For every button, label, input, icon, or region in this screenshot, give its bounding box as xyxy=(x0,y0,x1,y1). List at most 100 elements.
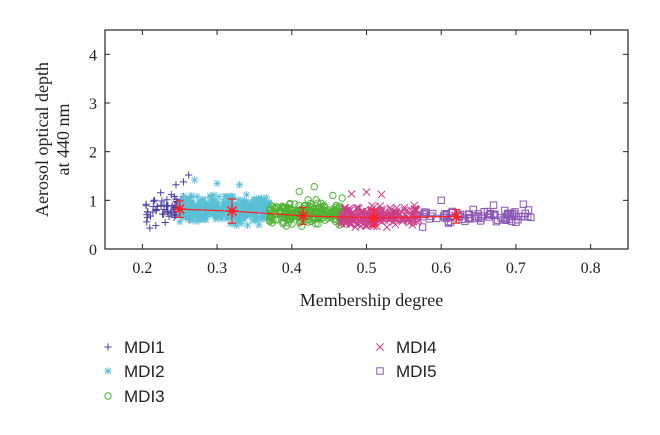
data-point xyxy=(255,221,263,229)
data-point xyxy=(250,202,258,210)
data-point xyxy=(284,218,293,227)
data-point xyxy=(276,206,284,215)
data-point xyxy=(260,204,268,212)
legend-item-mdi5: MDI5 xyxy=(376,362,437,381)
x-tick-label: 0.8 xyxy=(581,260,601,277)
legend-marker xyxy=(104,392,112,400)
data-point xyxy=(243,221,252,229)
data-point xyxy=(143,218,151,226)
data-point xyxy=(386,204,395,212)
data-point xyxy=(290,210,299,218)
data-point xyxy=(486,210,495,218)
legend-item-mdi1: MDI1 xyxy=(104,338,165,357)
data-point xyxy=(471,212,479,220)
data-point xyxy=(489,201,498,209)
data-point xyxy=(176,199,184,207)
data-point xyxy=(240,207,248,215)
data-point xyxy=(427,212,435,220)
data-point xyxy=(196,198,204,206)
data-point xyxy=(466,214,474,222)
data-point xyxy=(220,202,228,210)
data-point xyxy=(210,191,218,199)
data-point xyxy=(312,195,320,204)
data-point xyxy=(362,188,371,197)
data-point xyxy=(304,196,312,204)
series-mdi2 xyxy=(176,176,273,230)
data-point xyxy=(245,201,253,210)
data-point xyxy=(249,206,257,214)
y-tick-label: 4 xyxy=(89,47,97,64)
data-point xyxy=(198,202,206,210)
data-point xyxy=(201,213,209,221)
legend-label: MDI2 xyxy=(124,362,165,381)
y-tick-label: 2 xyxy=(89,145,97,162)
data-point xyxy=(514,216,522,224)
data-point xyxy=(314,199,322,207)
data-point xyxy=(512,218,520,226)
data-point xyxy=(378,205,387,214)
data-point xyxy=(420,208,429,216)
data-point xyxy=(163,196,171,204)
data-point xyxy=(160,201,168,210)
data-point xyxy=(237,215,245,223)
data-point xyxy=(425,215,433,223)
data-point xyxy=(295,187,303,196)
data-point xyxy=(226,199,234,207)
data-point xyxy=(208,199,216,207)
data-point xyxy=(519,200,528,208)
data-point xyxy=(215,193,223,201)
data-point xyxy=(255,194,263,203)
legend-label: MDI4 xyxy=(396,338,437,357)
data-point xyxy=(237,202,245,210)
data-point xyxy=(208,200,216,209)
data-point xyxy=(193,217,201,226)
y-tick-label: 3 xyxy=(89,96,97,113)
data-point xyxy=(203,212,212,220)
data-point xyxy=(253,202,261,210)
data-point xyxy=(246,199,254,207)
data-point xyxy=(250,197,258,205)
x-axis-label: Membership degree xyxy=(300,290,443,310)
data-point xyxy=(150,196,159,204)
data-point xyxy=(407,211,416,220)
data-point xyxy=(144,208,152,216)
data-point xyxy=(231,208,239,216)
data-point xyxy=(196,215,204,223)
data-point xyxy=(477,217,485,225)
data-point xyxy=(193,214,201,222)
mean-point xyxy=(367,211,380,224)
data-point xyxy=(184,215,192,223)
data-point xyxy=(527,213,535,222)
data-point xyxy=(226,214,234,222)
data-point xyxy=(208,210,216,218)
data-point xyxy=(146,212,155,220)
data-point xyxy=(352,204,361,213)
data-point xyxy=(218,215,226,223)
data-point xyxy=(189,208,197,216)
data-point xyxy=(398,214,407,223)
data-point xyxy=(206,192,214,200)
data-point xyxy=(494,216,502,224)
data-point xyxy=(437,196,445,205)
data-point xyxy=(221,198,229,206)
legend-label: MDI3 xyxy=(124,387,165,406)
data-point xyxy=(168,209,176,217)
data-point xyxy=(301,201,309,210)
data-point xyxy=(404,216,413,225)
legend-item-mdi4: MDI4 xyxy=(376,338,437,357)
data-point xyxy=(176,218,184,226)
x-tick-label: 0.3 xyxy=(207,260,227,277)
data-point xyxy=(492,217,500,226)
data-point xyxy=(180,192,188,200)
legend-marker xyxy=(104,367,112,375)
data-point xyxy=(236,208,244,216)
data-point xyxy=(262,194,270,202)
data-point xyxy=(377,190,386,199)
x-tick-label: 0.7 xyxy=(506,260,526,277)
data-point xyxy=(356,208,365,216)
data-point xyxy=(172,181,180,189)
data-point xyxy=(213,179,221,187)
data-point xyxy=(234,216,242,225)
legend-label: MDI5 xyxy=(396,362,437,381)
